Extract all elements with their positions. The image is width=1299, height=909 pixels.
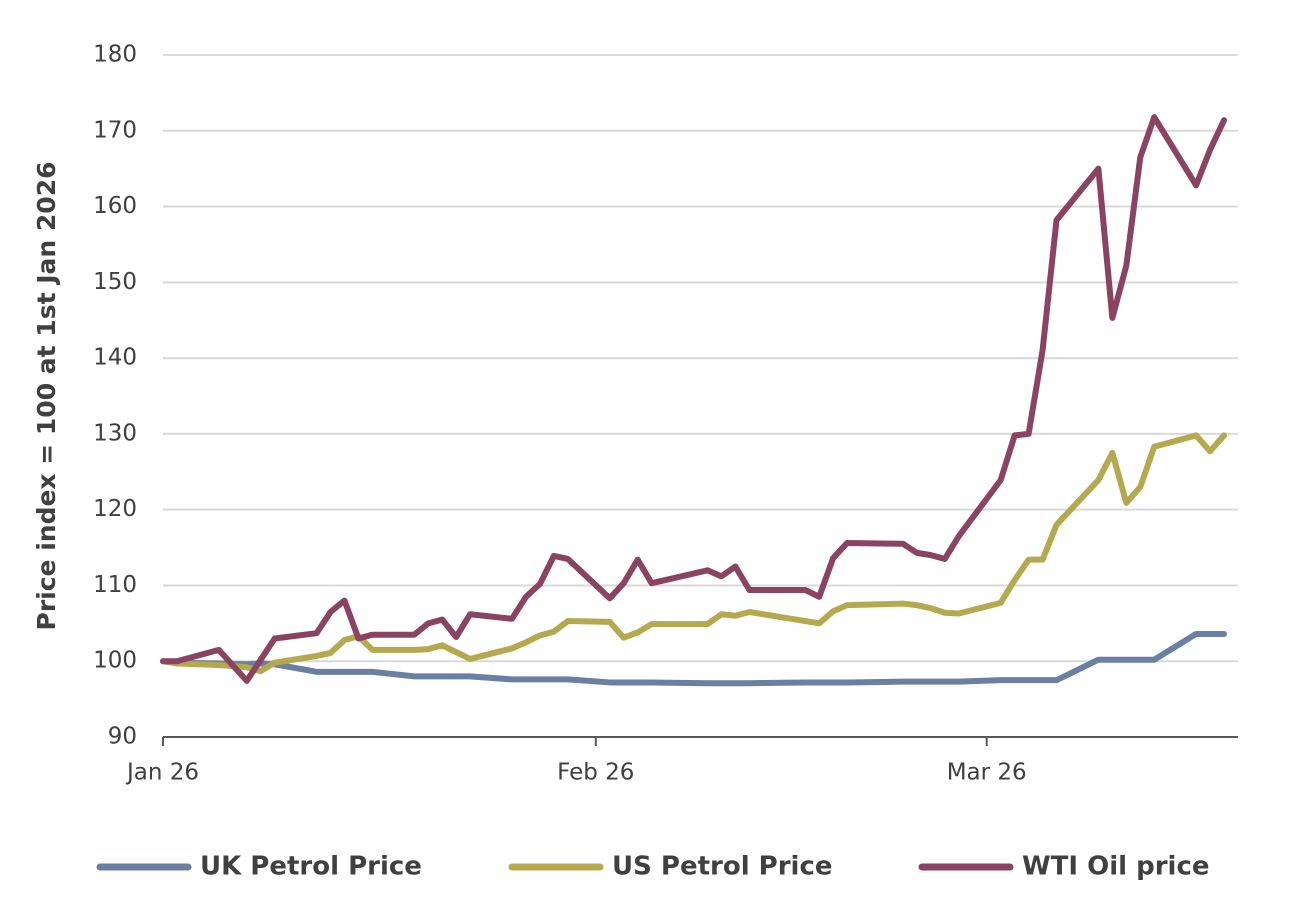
y-tick-label: 110 (93, 572, 137, 598)
series-line (160, 630, 1228, 687)
y-tick-label: 130 (93, 420, 137, 446)
series-line (160, 432, 1228, 675)
y-tick-label: 140 (93, 345, 137, 371)
x-tick-label: Mar 26 (947, 760, 1027, 786)
y-tick-label: 160 (93, 193, 137, 219)
y-tick-label: 150 (93, 269, 137, 295)
y-tick-label: 170 (93, 117, 137, 143)
legend-label: WTI Oil price (1022, 852, 1210, 882)
y-tick-label: 120 (93, 496, 137, 522)
x-tick-label: Jan 26 (125, 760, 199, 786)
y-tick-label: 180 (93, 42, 137, 68)
legend-label: UK Petrol Price (200, 852, 422, 882)
legend-label: US Petrol Price (612, 852, 833, 882)
x-tick-label: Feb 26 (557, 760, 634, 786)
y-tick-label: 100 (93, 648, 137, 674)
y-tick-label: 90 (108, 724, 137, 750)
y-axis-title: Price index = 100 at 1st Jan 2026 (32, 162, 61, 631)
series-line (160, 114, 1228, 684)
